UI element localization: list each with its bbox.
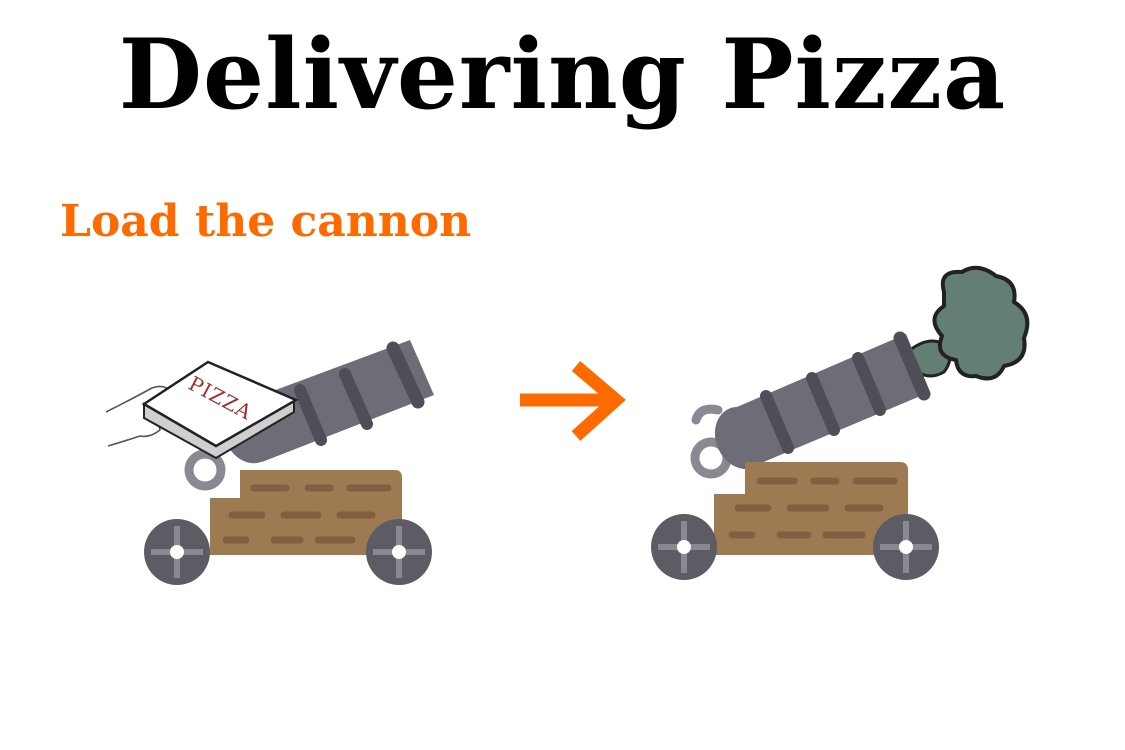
pizza-box-icon: PIZZA: [141, 360, 299, 460]
slide-title: Delivering Pizza: [118, 18, 1007, 131]
right-cannon-carriage-icon: [714, 462, 908, 555]
slide-subtitle: Load the cannon: [60, 196, 472, 247]
right-cannon-barrel-icon: [714, 331, 931, 470]
left-cannon-cascabel-icon: [184, 449, 226, 491]
right-cannon: [651, 265, 1030, 580]
left-cannon-wheel-rear-icon: [366, 519, 432, 585]
right-cannon-wheel-front-icon: [651, 514, 717, 580]
smoke-puff-icon: [932, 265, 1030, 381]
arrow-right-icon: [520, 361, 626, 441]
left-cannon-wheel-front-icon: [144, 519, 210, 585]
right-cannon-wheel-rear-icon: [873, 514, 939, 580]
left-cannon: [144, 340, 434, 585]
left-cannon-carriage-icon: [210, 470, 402, 555]
